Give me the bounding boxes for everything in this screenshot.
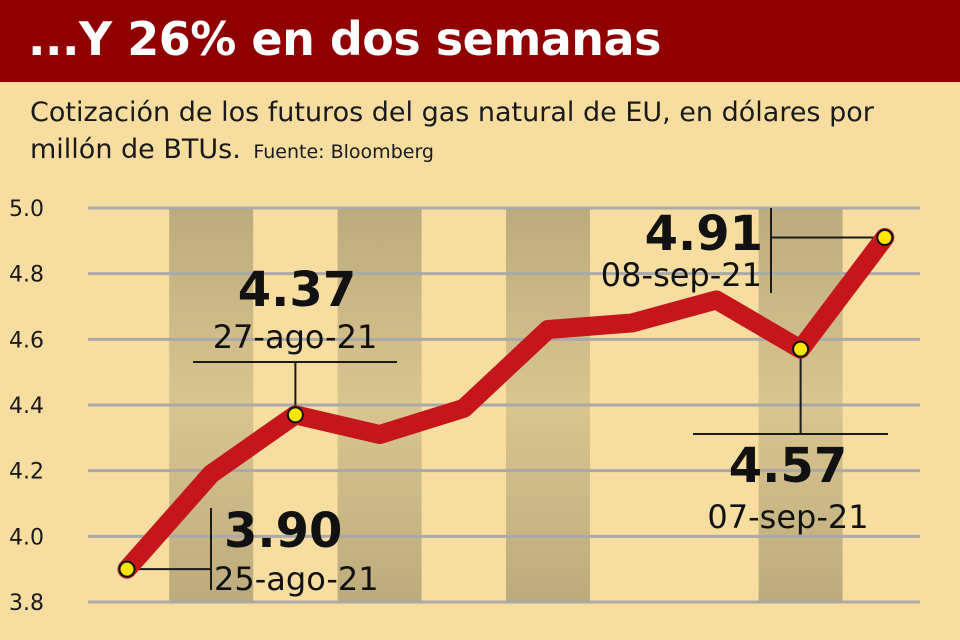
annotation-value: 3.90: [224, 503, 342, 559]
highlight-point: [792, 340, 810, 358]
series-line-path: [117, 228, 895, 579]
chart-subtitle: Cotización de los futuros del gas natura…: [30, 94, 930, 171]
series-line: [117, 228, 895, 579]
source-note: Fuente: Bloomberg: [253, 141, 434, 163]
y-tick-label: 4.4: [9, 394, 44, 419]
subtitle-text: Cotización de los futuros del gas natura…: [30, 97, 874, 165]
gridlines: [88, 206, 920, 604]
annotation-value: 4.91: [645, 206, 763, 262]
annotation-date: 27-ago-21: [213, 318, 378, 356]
annotation-leaders: [127, 208, 888, 590]
annotation-date: 08-sep-21: [601, 256, 762, 294]
annotation-date: 25-ago-21: [214, 560, 379, 598]
y-tick-label: 5.0: [9, 197, 44, 222]
title-bar: ...Y 26% en dos semanas: [0, 0, 960, 82]
y-tick-label: 4.6: [9, 328, 44, 353]
y-tick-label: 4.8: [9, 263, 44, 288]
data-points: [118, 229, 894, 578]
highlight-point: [286, 406, 304, 424]
annotation-date: 07-sep-21: [707, 498, 868, 536]
y-tick-label: 3.8: [9, 591, 44, 616]
annotation-value: 4.37: [238, 262, 356, 318]
chart-title: ...Y 26% en dos semanas: [28, 12, 661, 66]
highlight-point: [876, 229, 894, 247]
y-tick-label: 4.2: [9, 460, 44, 485]
annotation-value: 4.57: [729, 438, 847, 494]
highlight-point: [118, 560, 136, 578]
y-tick-label: 4.0: [9, 525, 44, 550]
y-tick-labels: 5.0 4.8 4.6 4.4 4.2 4.0 3.8: [9, 197, 44, 616]
